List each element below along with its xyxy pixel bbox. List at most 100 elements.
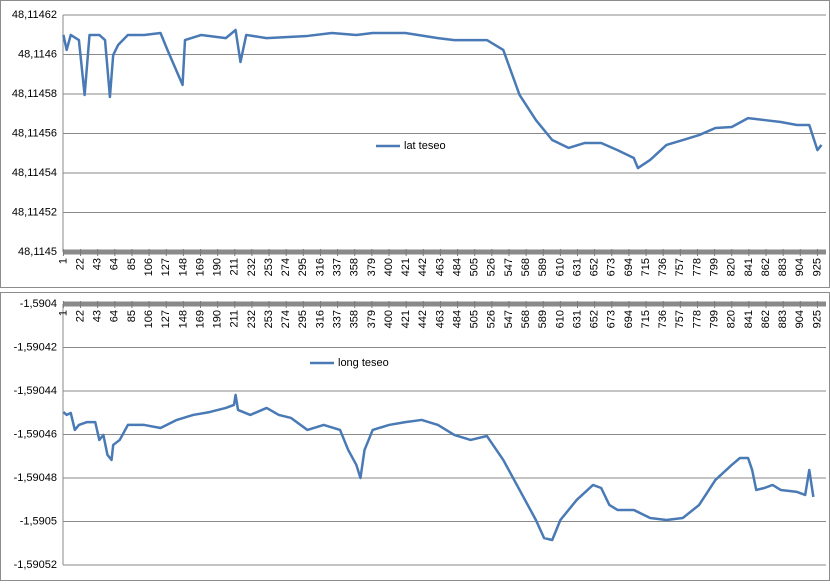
y-tick-label: 48,11454	[12, 167, 57, 179]
y-tick-label: 48,11458	[12, 88, 57, 100]
x-tick-label: 652	[589, 258, 601, 276]
y-tick-label: -1,5904	[20, 298, 57, 310]
x-tick-label: 715	[640, 310, 652, 328]
x-tick-label: 778	[691, 258, 703, 276]
x-tick-label: 85	[126, 258, 138, 270]
y-tick-label: 48,11456	[12, 127, 57, 139]
x-tick-label: 610	[554, 258, 566, 276]
y-tick-label: 48,11462	[12, 9, 57, 21]
x-tick-label: 694	[623, 258, 635, 276]
x-tick-label: 463	[434, 310, 446, 328]
y-tick-label: -1,59044	[14, 385, 57, 397]
x-tick-label: 820	[726, 258, 738, 276]
x-tick-label: 505	[469, 258, 481, 276]
x-tick-label: 631	[571, 310, 583, 328]
x-tick-label: 589	[537, 258, 549, 276]
x-tick-label: 484	[451, 310, 463, 328]
x-tick-label: 841	[743, 310, 755, 328]
x-tick-label: 106	[143, 310, 155, 328]
x-tick-label: 211	[229, 310, 241, 328]
x-tick-label: 274	[280, 258, 292, 276]
x-tick-label: 43	[92, 258, 104, 270]
x-tick-label: 211	[229, 258, 241, 276]
x-tick-label: 862	[760, 310, 772, 328]
x-tick-label: 862	[760, 258, 772, 276]
x-tick-label: 232	[246, 310, 258, 328]
x-tick-label: 358	[349, 310, 361, 328]
x-tick-label: 694	[623, 310, 635, 328]
x-tick-label: 85	[126, 310, 138, 322]
x-tick-label: 379	[366, 310, 378, 328]
x-tick-label: 652	[589, 310, 601, 328]
x-tick-label: 673	[606, 310, 618, 328]
x-tick-label: 925	[811, 258, 823, 276]
x-tick-label: 316	[314, 310, 326, 328]
y-tick-label: -1,5905	[20, 515, 57, 527]
x-tick-label: 22	[74, 310, 86, 322]
x-tick-label: 64	[109, 258, 121, 270]
y-tick-label: 48,1146	[18, 48, 57, 60]
x-tick-label: 442	[417, 310, 429, 328]
x-tick-label: 148	[177, 258, 189, 276]
x-tick-label: 1	[57, 258, 69, 264]
x-tick-label: 316	[314, 258, 326, 276]
x-tick-label: 127	[160, 310, 172, 328]
x-tick-label: 757	[674, 258, 686, 276]
data-line	[62, 28, 823, 170]
x-tick-label: 904	[794, 310, 806, 328]
x-tick-label: 190	[212, 310, 224, 328]
x-tick-label: 799	[709, 258, 721, 276]
x-tick-label: 421	[400, 310, 412, 328]
x-tick-label: 190	[212, 258, 224, 276]
x-tick-label: 883	[777, 310, 789, 328]
x-tick-label: 127	[160, 258, 172, 276]
x-tick-label: 400	[383, 258, 395, 276]
x-tick-label: 421	[400, 258, 412, 276]
y-tick-label: 48,11452	[12, 206, 57, 218]
y-tick-label: -1,59046	[14, 428, 57, 440]
y-tick-label: 48,1145	[18, 246, 57, 258]
x-tick-label: 148	[177, 310, 189, 328]
x-tick-label: 799	[709, 310, 721, 328]
x-tick-label: 778	[691, 310, 703, 328]
x-tick-label: 1	[57, 310, 69, 316]
legend-label: long teseo	[338, 357, 389, 369]
x-tick-label: 568	[520, 258, 532, 276]
data-line	[62, 393, 815, 542]
x-tick-label: 841	[743, 258, 755, 276]
x-tick-label: 904	[794, 258, 806, 276]
y-tick-label: -1,59048	[14, 472, 57, 484]
x-tick-label: 547	[503, 258, 515, 276]
x-tick-label: 253	[263, 258, 275, 276]
chart-frame	[0, 0, 830, 288]
legend-label: lat teseo	[404, 140, 446, 152]
x-tick-label: 526	[486, 258, 498, 276]
x-tick-label: 736	[657, 258, 669, 276]
x-tick-label: 337	[332, 310, 344, 328]
y-tick-label: -1,59042	[14, 341, 57, 353]
x-tick-label: 505	[469, 310, 481, 328]
x-tick-label: 106	[143, 258, 155, 276]
x-tick-label: 631	[571, 258, 583, 276]
x-tick-label: 484	[451, 258, 463, 276]
x-tick-label: 253	[263, 310, 275, 328]
x-tick-label: 736	[657, 310, 669, 328]
chart-frame	[0, 292, 830, 581]
x-tick-label: 400	[383, 310, 395, 328]
x-tick-label: 547	[503, 310, 515, 328]
x-tick-label: 589	[537, 310, 549, 328]
x-tick-label: 274	[280, 310, 292, 328]
x-tick-label: 22	[74, 258, 86, 270]
x-tick-label: 232	[246, 258, 258, 276]
x-tick-label: 358	[349, 258, 361, 276]
x-tick-label: 883	[777, 258, 789, 276]
x-tick-label: 757	[674, 310, 686, 328]
x-tick-label: 43	[92, 310, 104, 322]
x-tick-label: 526	[486, 310, 498, 328]
x-tick-label: 568	[520, 310, 532, 328]
x-tick-label: 295	[297, 310, 309, 328]
x-tick-label: 295	[297, 258, 309, 276]
x-tick-label: 673	[606, 258, 618, 276]
x-tick-label: 169	[194, 258, 206, 276]
